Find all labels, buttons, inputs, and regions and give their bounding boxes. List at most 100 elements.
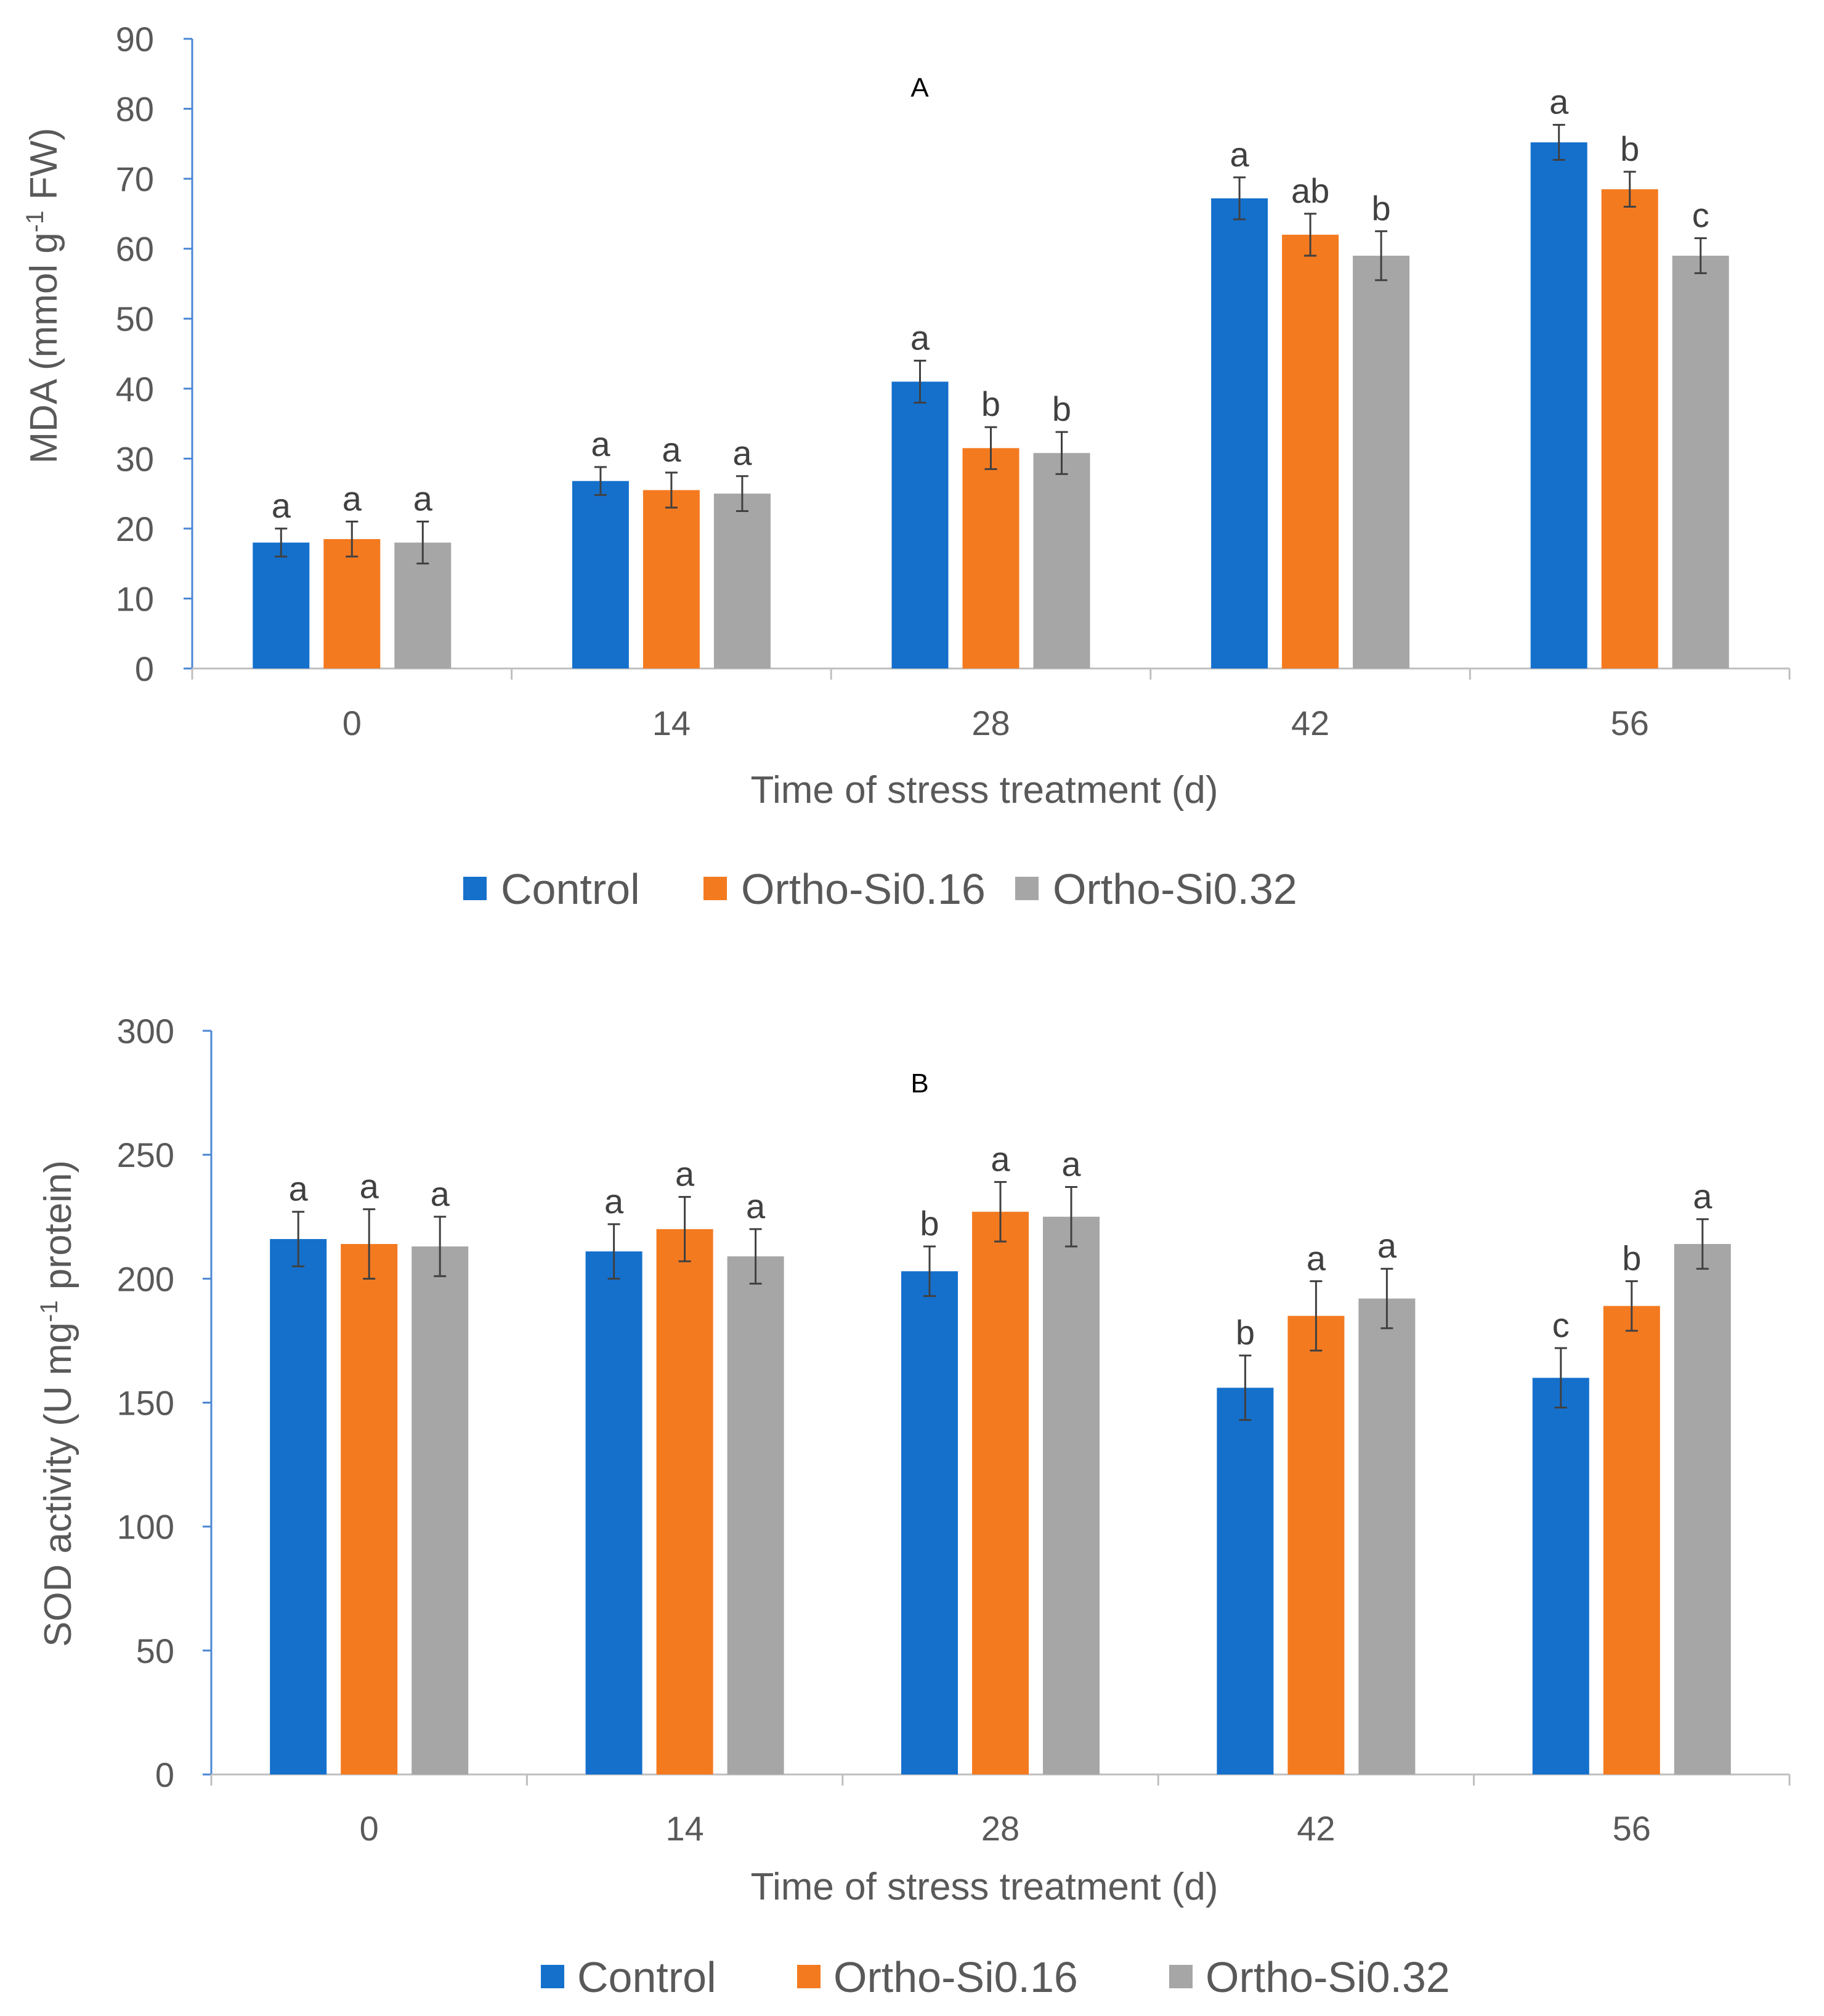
bar: [572, 481, 629, 669]
y-tick-label: 30: [116, 439, 154, 478]
y-tick-label: 20: [116, 510, 154, 548]
panel-label: A: [910, 73, 929, 103]
significance-letter: a: [1061, 1144, 1081, 1183]
bar: [1601, 189, 1658, 669]
bar: [656, 1229, 713, 1774]
legend-label: Ortho-Si0.16: [741, 865, 986, 913]
significance-letter: b: [1620, 129, 1639, 168]
y-tick-label: 150: [117, 1384, 174, 1423]
bar: [1211, 198, 1268, 669]
significance-letter: b: [1236, 1313, 1255, 1352]
y-axis-title-tail: FW): [23, 128, 65, 210]
x-tick-label: 56: [1611, 704, 1649, 742]
bar: [1353, 256, 1410, 669]
bar: [1217, 1388, 1274, 1774]
y-tick-label: 250: [117, 1136, 174, 1174]
y-tick-label: 10: [116, 579, 154, 618]
x-axis-title: Time of stress treatment (d): [750, 1866, 1218, 1908]
significance-letter: a: [1693, 1177, 1713, 1216]
y-axis-title-main: MDA (mmol g: [23, 232, 65, 463]
y-tick-label: 200: [117, 1259, 174, 1298]
y-tick-label: 100: [117, 1508, 174, 1547]
y-axis-title: SOD activity (U mg-1 protein): [36, 1160, 79, 1647]
significance-letter: a: [746, 1187, 766, 1225]
bar: [1603, 1306, 1660, 1774]
legend: Control Ortho-Si0.16 Ortho-Si0.32: [541, 1953, 1450, 2001]
y-tick-label: 80: [116, 90, 154, 129]
bar: [411, 1246, 469, 1774]
legend-label: Ortho-Si0.32: [1206, 1953, 1450, 2001]
bar: [1532, 1378, 1589, 1774]
significance-letter: a: [604, 1182, 624, 1221]
significance-letter: b: [981, 384, 1000, 423]
bar: [891, 381, 949, 669]
significance-letter: b: [1372, 189, 1391, 227]
significance-letter: b: [1622, 1238, 1641, 1277]
bar: [1358, 1298, 1416, 1774]
bar: [962, 448, 1019, 669]
y-tick-label: 90: [116, 20, 154, 59]
significance-letter: a: [431, 1174, 450, 1213]
significance-letter: b: [920, 1204, 939, 1243]
bar: [972, 1211, 1029, 1774]
bar: [727, 1256, 784, 1774]
y-tick-label: 40: [116, 370, 154, 408]
significance-letter: a: [991, 1139, 1010, 1178]
legend-swatch: [703, 877, 727, 900]
significance-letter: a: [272, 486, 291, 525]
x-tick-label: 28: [971, 704, 1010, 742]
x-tick-label: 0: [360, 1809, 379, 1848]
legend-swatch: [541, 1965, 564, 1988]
x-tick-label: 56: [1613, 1809, 1651, 1848]
legend-swatch: [1169, 1965, 1193, 1988]
x-tick-label: 14: [665, 1809, 703, 1848]
significance-letter: a: [1307, 1238, 1326, 1277]
bar: [713, 494, 771, 669]
legend-swatch: [463, 877, 487, 900]
significance-letter: a: [662, 430, 681, 469]
significance-letter: a: [343, 479, 362, 518]
bar: [1674, 1244, 1731, 1774]
bar: [1530, 142, 1587, 669]
bar: [901, 1271, 958, 1774]
legend-label: Ortho-Si0.16: [833, 1953, 1078, 2001]
x-tick-label: 42: [1297, 1809, 1335, 1848]
y-tick-label: 50: [116, 299, 154, 338]
significance-letter: a: [413, 479, 433, 518]
y-tick-label: 70: [116, 160, 154, 198]
significance-letter: a: [289, 1169, 309, 1208]
x-axis-title: Time of stress treatment (d): [750, 769, 1218, 811]
bar: [1282, 234, 1339, 669]
bar: [270, 1238, 327, 1774]
significance-letter: a: [910, 318, 930, 357]
y-axis-title: MDA (mmol g-1 FW): [22, 128, 65, 463]
bar: [323, 539, 381, 669]
panel-b-sod-chart: 0 50 100 150 200 250 300 0 a a a 14 a a a 28 b a a 42 b a a 56 c…: [36, 1012, 1791, 2001]
bar: [1287, 1315, 1345, 1774]
bar: [1672, 256, 1729, 669]
y-tick-label: 0: [155, 1755, 174, 1794]
bar: [1033, 453, 1090, 669]
y-tick-label: 50: [136, 1632, 174, 1670]
legend-swatch: [1015, 877, 1039, 900]
x-tick-label: 0: [343, 704, 362, 742]
panel-label: B: [910, 1068, 928, 1099]
significance-letter: ab: [1291, 171, 1329, 210]
y-tick-label: 300: [117, 1012, 174, 1051]
significance-letter: b: [1052, 389, 1071, 428]
significance-letter: a: [732, 434, 752, 473]
legend-label: Control: [501, 865, 640, 913]
legend-label: Ortho-Si0.32: [1053, 865, 1297, 913]
y-axis-title-superscript: -1: [36, 1300, 63, 1322]
bar: [1043, 1216, 1100, 1774]
y-axis-title-superscript: -1: [22, 211, 49, 233]
legend-swatch: [797, 1965, 821, 1988]
significance-letter: a: [1549, 83, 1569, 121]
significance-letter: a: [591, 425, 610, 463]
bar: [585, 1251, 642, 1774]
legend-label: Control: [577, 1953, 716, 2001]
significance-letter: a: [360, 1167, 379, 1206]
y-axis-title-tail: protein): [37, 1160, 79, 1300]
